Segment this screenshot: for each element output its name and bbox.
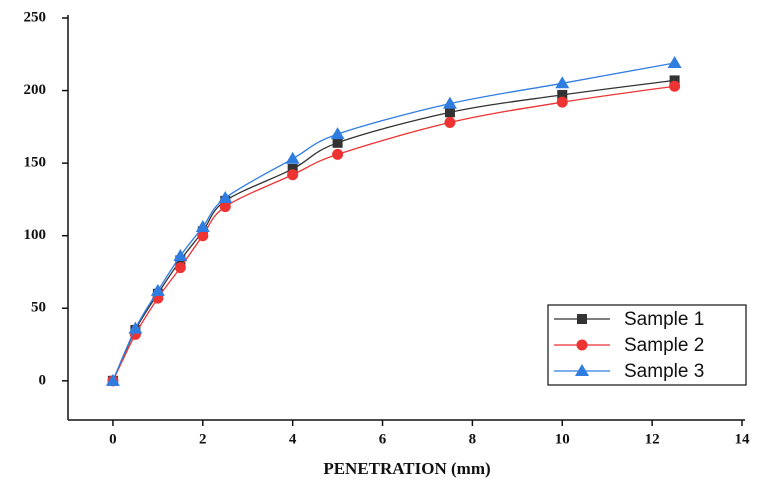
- data-point: [669, 75, 680, 86]
- data-point: [442, 96, 457, 109]
- data-point: [195, 219, 210, 232]
- legend-marker: [576, 339, 588, 351]
- data-point: [669, 80, 681, 92]
- x-tick-label: 8: [469, 431, 477, 447]
- data-point: [287, 163, 298, 174]
- data-point: [128, 321, 143, 334]
- data-point: [197, 230, 209, 242]
- x-tick-label: 14: [735, 431, 751, 447]
- data-point: [285, 151, 300, 164]
- data-point: [287, 169, 299, 181]
- data-point: [173, 249, 188, 262]
- data-point: [555, 76, 570, 89]
- y-tick-label: 250: [24, 9, 47, 25]
- x-axis-label: PENETRATION (mm): [323, 459, 490, 478]
- x-tick-label: 0: [109, 431, 117, 447]
- x-tick-label: 2: [199, 431, 207, 447]
- data-point: [332, 137, 343, 148]
- x-tick-label: 10: [555, 431, 570, 447]
- y-tick-label: 50: [31, 300, 46, 316]
- data-point: [330, 127, 345, 140]
- x-tick-label: 12: [645, 431, 660, 447]
- y-tick-label: 200: [24, 82, 47, 98]
- legend-marker: [577, 314, 587, 324]
- legend-marker: [575, 364, 589, 376]
- x-tick-label: 4: [289, 431, 297, 447]
- y-tick-label: 150: [24, 155, 47, 171]
- data-point: [444, 107, 455, 118]
- data-point: [556, 96, 568, 108]
- data-point: [667, 55, 682, 68]
- data-point: [444, 116, 456, 128]
- data-point: [105, 373, 120, 386]
- legend-label: Sample 2: [624, 335, 704, 356]
- x-tick-label: 6: [379, 431, 387, 447]
- data-point: [150, 283, 165, 296]
- data-point: [332, 148, 344, 160]
- data-point: [218, 190, 233, 203]
- y-tick-label: 100: [24, 227, 47, 243]
- legend-label: Sample 3: [624, 361, 704, 382]
- data-point: [557, 89, 568, 100]
- legend-label: Sample 1: [624, 309, 704, 330]
- data-point: [174, 262, 186, 274]
- y-tick-label: 0: [39, 372, 47, 388]
- data-point: [219, 201, 231, 213]
